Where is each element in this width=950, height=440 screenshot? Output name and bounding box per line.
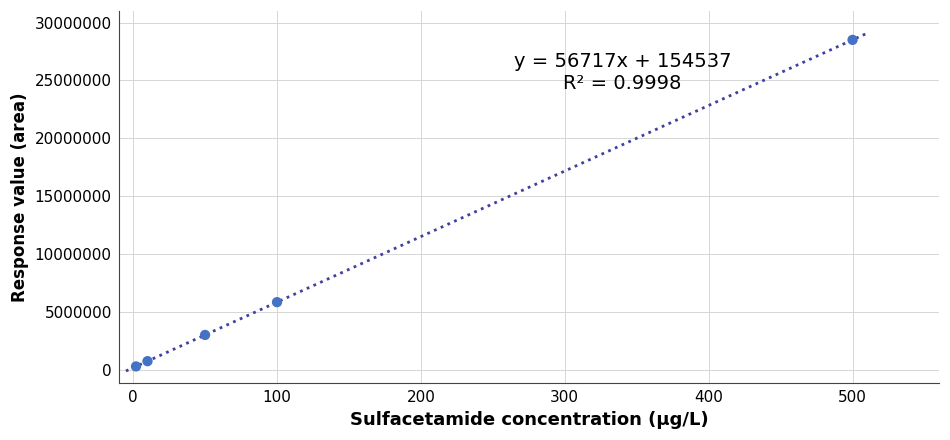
Point: [270, 299, 285, 306]
Y-axis label: Response value (area): Response value (area): [11, 92, 29, 302]
Text: y = 56717x + 154537
R² = 0.9998: y = 56717x + 154537 R² = 0.9998: [514, 51, 732, 92]
Point: [128, 363, 143, 370]
Point: [845, 37, 860, 44]
Point: [198, 331, 213, 338]
Point: [140, 358, 155, 365]
X-axis label: Sulfacetamide concentration (μg/L): Sulfacetamide concentration (μg/L): [350, 411, 708, 429]
